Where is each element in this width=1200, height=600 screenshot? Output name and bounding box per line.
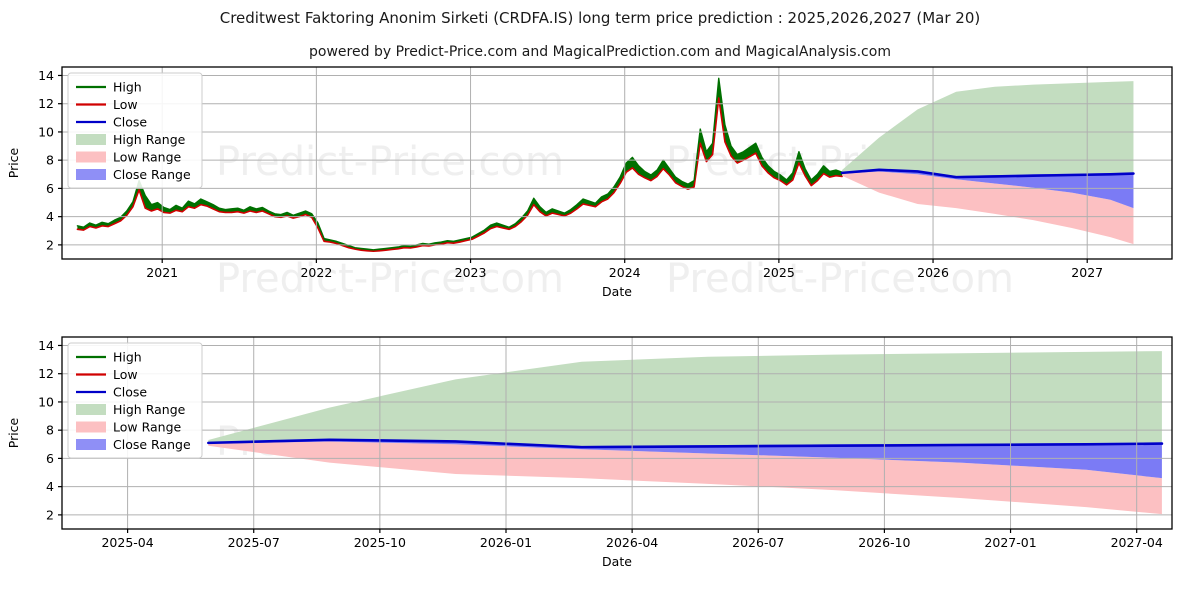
bottom-chart-forecast-zoom: Predict-Price.comPredict-Price.com246810…	[6, 336, 1173, 569]
chart-legend: High Low Close High Range Low Range Close Ran…	[67, 342, 203, 459]
y-tick-label: 4	[46, 209, 54, 224]
y-axis-title: Price	[6, 417, 21, 448]
x-tick-label: 2023	[455, 265, 487, 280]
watermark-text: Predict-Price.com	[666, 256, 1014, 302]
legend-label: High	[113, 80, 142, 95]
low-price-line	[76, 97, 843, 253]
x-tick-label: 2026-01	[480, 535, 532, 550]
legend-swatch-patch	[76, 169, 106, 180]
close-price-line	[207, 438, 1164, 449]
low-range-band	[208, 441, 1162, 515]
x-axis-title: Date	[602, 284, 632, 299]
legend-swatch-patch	[76, 404, 106, 415]
watermark-text: Predict-Price.com	[216, 139, 564, 185]
legend-label: Close Range	[113, 167, 191, 182]
legend-label: Low Range	[113, 420, 182, 435]
high-range-band	[208, 351, 1162, 448]
legend-swatch-patch	[76, 151, 106, 163]
y-tick-label: 12	[38, 366, 54, 381]
x-tick-label: 2026	[917, 265, 949, 280]
y-tick-label: 10	[38, 124, 54, 139]
legend-swatch-patch	[76, 421, 106, 433]
y-tick-label: 8	[46, 423, 54, 438]
x-axis-title: Date	[602, 554, 632, 569]
y-tick-label: 8	[46, 153, 54, 168]
legend-label: Low	[113, 97, 138, 112]
page-subtitle: powered by Predict-Price.com and Magical…	[309, 44, 891, 60]
low-range-band	[842, 171, 1134, 245]
x-tick-label: 2025-10	[354, 535, 406, 550]
y-tick-label: 4	[46, 479, 54, 494]
close-range-band	[208, 438, 1162, 479]
x-tick-label: 2027-01	[984, 535, 1036, 550]
y-tick-label: 10	[38, 394, 54, 409]
x-tick-label: 2025-04	[101, 535, 153, 550]
y-tick-label: 6	[46, 181, 54, 196]
y-tick-label: 2	[46, 507, 54, 522]
x-tick-label: 2024	[609, 265, 641, 280]
x-tick-label: 2022	[300, 265, 332, 280]
x-tick-label: 2026-07	[732, 535, 784, 550]
y-tick-label: 12	[38, 96, 54, 111]
page-title: Creditwest Faktoring Anonim Sirketi (CRD…	[219, 9, 981, 27]
x-tick-label: 2027-04	[1111, 535, 1163, 550]
x-tick-label: 2027	[1071, 265, 1103, 280]
legend-swatch-patch	[76, 134, 106, 145]
x-tick-label: 2026-04	[606, 535, 658, 550]
x-tick-label: 2021	[146, 265, 178, 280]
watermark-text: Predict-Price.com	[216, 256, 564, 302]
x-tick-label: 2026-10	[858, 535, 910, 550]
chart-legend: High Low Close High Range Low Range Close Ran…	[67, 72, 203, 189]
y-tick-label: 14	[38, 338, 54, 353]
legend-label: Close	[113, 115, 147, 130]
legend-label: Close	[113, 385, 147, 400]
close-price-line	[840, 168, 1135, 179]
legend-label: Low Range	[113, 150, 182, 165]
legend-label: Close Range	[113, 437, 191, 452]
y-axis-title: Price	[6, 147, 21, 178]
x-tick-label: 2025-07	[228, 535, 280, 550]
legend-swatch-patch	[76, 439, 106, 450]
high-price-line	[76, 77, 843, 251]
top-chart-long-term: Predict-Price.com Predict-Price.com Predic…	[6, 66, 1173, 302]
y-tick-label: 2	[46, 237, 54, 252]
high-range-band	[842, 81, 1134, 178]
legend-label: High Range	[113, 402, 186, 417]
legend-label: High Range	[113, 132, 186, 147]
x-tick-label: 2025	[763, 265, 795, 280]
y-tick-label: 14	[38, 68, 54, 83]
y-tick-label: 6	[46, 451, 54, 466]
plot-frame	[61, 336, 1173, 530]
plot-frame	[61, 66, 1173, 260]
close-range-band	[842, 168, 1134, 209]
legend-label: Low	[113, 367, 138, 382]
legend-label: High	[113, 350, 142, 365]
